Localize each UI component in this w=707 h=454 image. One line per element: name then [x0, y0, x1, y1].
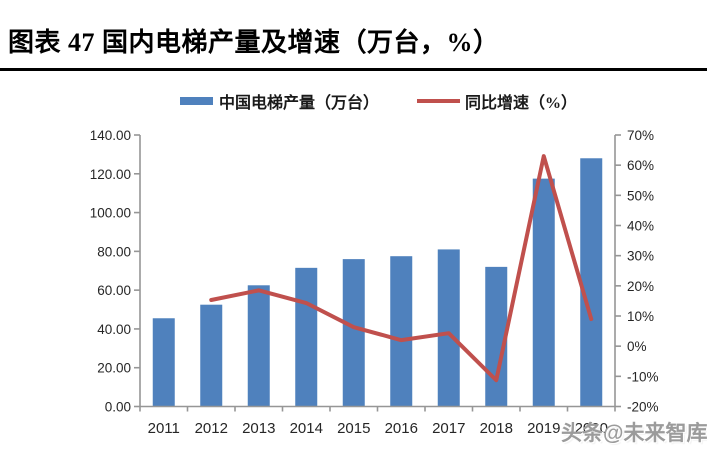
x-category-label: 2011 [148, 420, 180, 437]
right-tick-label: 60% [627, 158, 654, 173]
right-tick-label: 50% [627, 188, 654, 203]
bar-2019 [532, 178, 555, 407]
right-tick-label: -10% [627, 369, 659, 384]
x-category-label: 2017 [432, 420, 465, 437]
left-tick-label: 100.00 [90, 206, 131, 221]
growth-line [209, 154, 594, 383]
bar-2016 [390, 256, 413, 407]
right-tick-label: 10% [627, 309, 654, 324]
x-category-label: 2016 [385, 420, 418, 437]
right-tick-label: 30% [627, 249, 654, 264]
title-underline [0, 68, 707, 71]
legend-item-production: 中国电梯产量（万台） [180, 88, 379, 114]
chart-legend: 中国电梯产量（万台） 同比增速（%） [0, 88, 707, 114]
bar-swatch-icon [180, 97, 213, 105]
x-category-label: 2012 [195, 420, 228, 437]
bar-2020 [580, 158, 603, 407]
bar-2013 [247, 285, 270, 407]
bar-2017 [437, 249, 460, 407]
x-category-label: 2015 [337, 420, 370, 437]
x-category-label: 2020 [575, 420, 608, 437]
left-tick-label: 0.00 [105, 400, 131, 415]
legend-production-label: 中国电梯产量（万台） [219, 95, 380, 112]
left-tick-label: 80.00 [97, 244, 131, 259]
x-category-label: 2019 [527, 420, 560, 437]
left-tick-label: 40.00 [97, 322, 131, 337]
x-category-label: 2014 [290, 420, 323, 437]
x-category-label: 2013 [242, 420, 275, 437]
left-tick-label: 60.00 [97, 283, 131, 298]
left-tick-label: 20.00 [97, 361, 131, 376]
right-tick-label: -20% [627, 400, 659, 415]
legend-item-growth: 同比增速（%） [417, 88, 577, 114]
x-category-label: 2018 [480, 420, 513, 437]
bar-2011 [152, 318, 175, 407]
line-swatch-icon [417, 99, 460, 103]
right-tick-label: 70% [627, 128, 654, 143]
bar-2015 [342, 259, 365, 407]
chart-title: 图表 47 国内电梯产量及增速（万台，%） [8, 28, 500, 57]
bar-2014 [295, 267, 318, 407]
left-tick-label: 120.00 [90, 167, 131, 182]
left-tick-label: 140.00 [90, 128, 131, 143]
right-tick-label: 20% [627, 279, 654, 294]
watermark: 头条@未来智库 [561, 422, 707, 445]
legend-growth-label: 同比增速（%） [465, 95, 578, 112]
bar-2012 [200, 304, 223, 407]
right-tick-label: 0% [627, 339, 647, 354]
right-tick-label: 40% [627, 219, 654, 234]
bar-2018 [485, 266, 508, 407]
